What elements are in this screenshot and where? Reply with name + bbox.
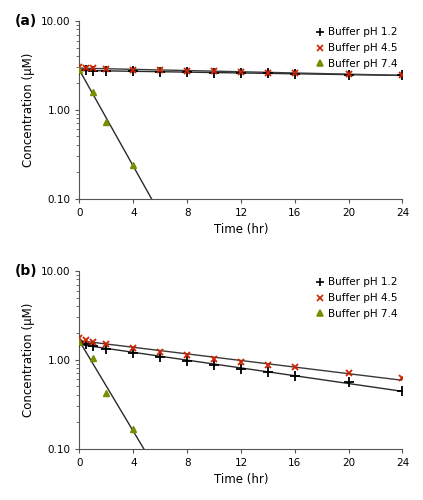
- Buffer pH 4.5: [104, 342, 109, 347]
- Legend: Buffer pH 1.2, Buffer pH 4.5, Buffer pH 7.4: Buffer pH 1.2, Buffer pH 4.5, Buffer pH …: [312, 24, 401, 72]
- X-axis label: Time (hr): Time (hr): [214, 473, 268, 486]
- Buffer pH 1.2: [104, 346, 109, 352]
- Buffer pH 1.2: [84, 68, 89, 73]
- Buffer pH 4.5: [212, 356, 217, 362]
- Buffer pH 1.2: [131, 350, 136, 356]
- Buffer pH 4.5: [158, 68, 163, 73]
- Buffer pH 1.2: [265, 370, 270, 376]
- Line: Buffer pH 4.5: Buffer pH 4.5: [76, 64, 406, 78]
- Buffer pH 1.2: [77, 339, 82, 345]
- Buffer pH 1.2: [184, 358, 190, 364]
- Buffer pH 1.2: [91, 68, 96, 73]
- Buffer pH 1.2: [346, 379, 351, 385]
- Buffer pH 4.5: [292, 364, 297, 370]
- Buffer pH 4.5: [212, 68, 217, 74]
- Buffer pH 4.5: [158, 349, 163, 355]
- Buffer pH 1.2: [158, 69, 163, 75]
- Buffer pH 1.2: [346, 72, 351, 78]
- Legend: Buffer pH 1.2, Buffer pH 4.5, Buffer pH 7.4: Buffer pH 1.2, Buffer pH 4.5, Buffer pH …: [312, 274, 401, 322]
- Line: Buffer pH 4.5: Buffer pH 4.5: [76, 334, 406, 382]
- Buffer pH 1.2: [104, 68, 109, 74]
- Text: (b): (b): [15, 264, 38, 278]
- Buffer pH 4.5: [265, 362, 270, 368]
- Buffer pH 4.5: [346, 370, 351, 376]
- Buffer pH 1.2: [91, 343, 96, 349]
- Buffer pH 1.2: [131, 68, 136, 74]
- Buffer pH 4.5: [292, 70, 297, 76]
- Y-axis label: Concentration (μM): Concentration (μM): [22, 52, 36, 167]
- Buffer pH 1.2: [84, 341, 89, 347]
- Buffer pH 4.5: [131, 345, 136, 351]
- Buffer pH 4.5: [184, 352, 190, 358]
- Line: Buffer pH 1.2: Buffer pH 1.2: [74, 337, 407, 396]
- Buffer pH 1.2: [292, 372, 297, 378]
- Buffer pH 4.5: [265, 70, 270, 75]
- Buffer pH 7.4: [91, 88, 96, 94]
- Buffer pH 1.2: [212, 362, 217, 368]
- Buffer pH 1.2: [292, 71, 297, 77]
- Buffer pH 4.5: [104, 66, 109, 72]
- Buffer pH 4.5: [84, 337, 89, 343]
- Buffer pH 1.2: [158, 354, 163, 360]
- Buffer pH 1.2: [400, 72, 405, 78]
- Text: (a): (a): [15, 14, 37, 28]
- Buffer pH 4.5: [77, 335, 82, 341]
- Buffer pH 4.5: [400, 375, 405, 381]
- Buffer pH 7.4: [104, 120, 109, 126]
- Buffer pH 1.2: [265, 70, 270, 76]
- Buffer pH 1.2: [239, 366, 244, 372]
- Buffer pH 4.5: [77, 64, 82, 70]
- Buffer pH 1.2: [239, 70, 244, 76]
- Buffer pH 7.4: [104, 390, 109, 396]
- Buffer pH 4.5: [184, 68, 190, 74]
- Buffer pH 1.2: [184, 70, 190, 75]
- Buffer pH 4.5: [84, 65, 89, 71]
- Buffer pH 7.4: [77, 339, 82, 345]
- Buffer pH 4.5: [400, 72, 405, 78]
- Buffer pH 4.5: [239, 358, 244, 364]
- Y-axis label: Concentration (μM): Concentration (μM): [22, 302, 36, 417]
- X-axis label: Time (hr): Time (hr): [214, 223, 268, 236]
- Buffer pH 7.4: [91, 355, 96, 361]
- Line: Buffer pH 7.4: Buffer pH 7.4: [76, 338, 137, 432]
- Buffer pH 7.4: [131, 426, 136, 432]
- Buffer pH 1.2: [77, 67, 82, 73]
- Buffer pH 4.5: [346, 71, 351, 77]
- Line: Buffer pH 1.2: Buffer pH 1.2: [74, 65, 407, 80]
- Buffer pH 7.4: [77, 67, 82, 73]
- Buffer pH 4.5: [91, 338, 96, 344]
- Buffer pH 4.5: [239, 69, 244, 75]
- Buffer pH 1.2: [400, 388, 405, 394]
- Buffer pH 7.4: [131, 162, 136, 168]
- Buffer pH 4.5: [91, 66, 96, 71]
- Buffer pH 4.5: [131, 66, 136, 72]
- Buffer pH 1.2: [212, 70, 217, 75]
- Line: Buffer pH 7.4: Buffer pH 7.4: [76, 66, 137, 168]
